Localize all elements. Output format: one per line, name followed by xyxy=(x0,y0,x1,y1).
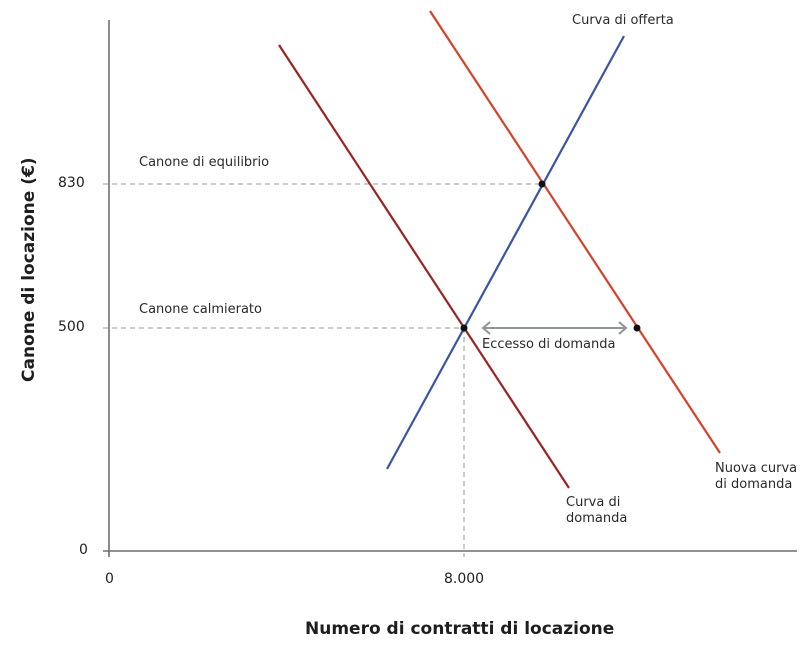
excess-demand-arrow xyxy=(481,321,628,335)
new-demand-curve xyxy=(429,10,721,454)
excess-demand-label: Eccesso di domanda xyxy=(482,337,616,352)
new-demand-curve-label-line1: Nuova curva xyxy=(715,461,798,476)
y-tick-0: 0 xyxy=(79,542,88,558)
capped-demand-point xyxy=(633,324,641,332)
x-tick-0: 0 xyxy=(105,571,114,587)
equilibrium-point xyxy=(538,180,546,188)
supply-curve-label: Curva di offerta xyxy=(572,13,674,28)
capped-rent-label: Canone calmierato xyxy=(139,302,262,317)
y-tick-830: 830 xyxy=(58,175,85,191)
y-axis-title: Canone di locazione (€) xyxy=(19,157,39,382)
demand-curve xyxy=(278,44,570,489)
x-axis-title: Numero di contratti di locazione xyxy=(305,619,615,639)
supply-curve xyxy=(386,35,625,470)
capped-supply-point xyxy=(460,324,468,332)
demand-curve-label-line2: domanda xyxy=(566,511,628,526)
x-tick-8000: 8.000 xyxy=(444,571,485,587)
equilibrium-rent-label: Canone di equilibrio xyxy=(139,155,270,170)
demand-curve-label-line1: Curva di xyxy=(566,495,621,510)
demand-curve-label: Curva di domanda xyxy=(566,495,627,527)
y-tick-500: 500 xyxy=(58,319,85,335)
new-demand-curve-label-line2: di domanda xyxy=(715,477,793,492)
new-demand-curve-label: Nuova curva di domanda xyxy=(715,461,797,493)
